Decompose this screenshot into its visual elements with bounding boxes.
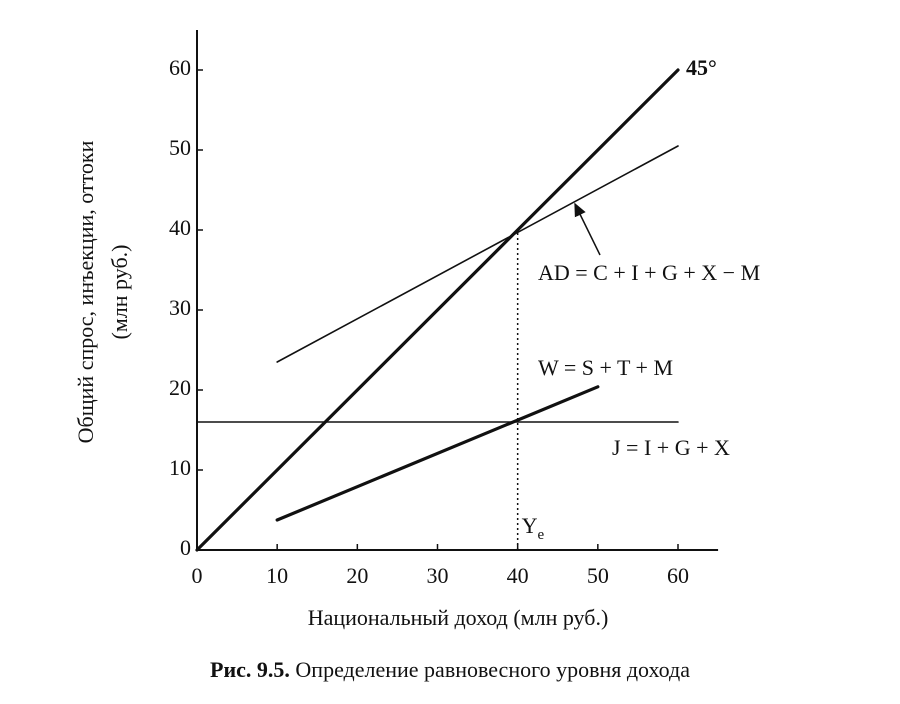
equilibrium-label-main: Y xyxy=(522,513,538,538)
series-line xyxy=(195,68,680,552)
y-tick-label: 40 xyxy=(169,215,191,240)
series-label: W = S + T + M xyxy=(538,355,673,380)
y-tick-label: 50 xyxy=(169,135,191,160)
y-tick-label: 10 xyxy=(169,455,191,480)
equilibrium-label: Ye xyxy=(522,513,545,543)
series-label: AD = C + I + G + X − M xyxy=(538,260,760,285)
y-tick-label: 0 xyxy=(180,535,191,560)
x-tick-label: 20 xyxy=(346,563,368,588)
x-tick-label: 0 xyxy=(192,563,203,588)
x-axis-title: Национальный доход (млн руб.) xyxy=(308,605,609,630)
label-arrow xyxy=(574,202,601,256)
y-axis-title: Общий спрос, инъекции, оттоки xyxy=(73,140,98,443)
y-tick-label: 20 xyxy=(169,375,191,400)
caption: Рис. 9.5. Определение равновесного уровн… xyxy=(210,657,690,682)
caption-text: Определение равновесного уровня дохода xyxy=(295,657,690,682)
series-label: J = I + G + X xyxy=(612,435,730,460)
y-axis-title: (млн руб.) xyxy=(107,245,132,340)
x-tick-label: 30 xyxy=(427,563,449,588)
series-line xyxy=(276,145,679,363)
equilibrium-label-sub: e xyxy=(538,527,545,543)
y-tick-label: 30 xyxy=(169,295,191,320)
x-tick-label: 10 xyxy=(266,563,288,588)
caption-label: Рис. 9.5. xyxy=(210,657,290,682)
series-label: 45° xyxy=(686,55,717,80)
x-tick-label: 50 xyxy=(587,563,609,588)
x-tick-label: 60 xyxy=(667,563,689,588)
y-tick-label: 60 xyxy=(169,55,191,80)
x-tick-label: 40 xyxy=(507,563,529,588)
series-line xyxy=(275,385,600,522)
